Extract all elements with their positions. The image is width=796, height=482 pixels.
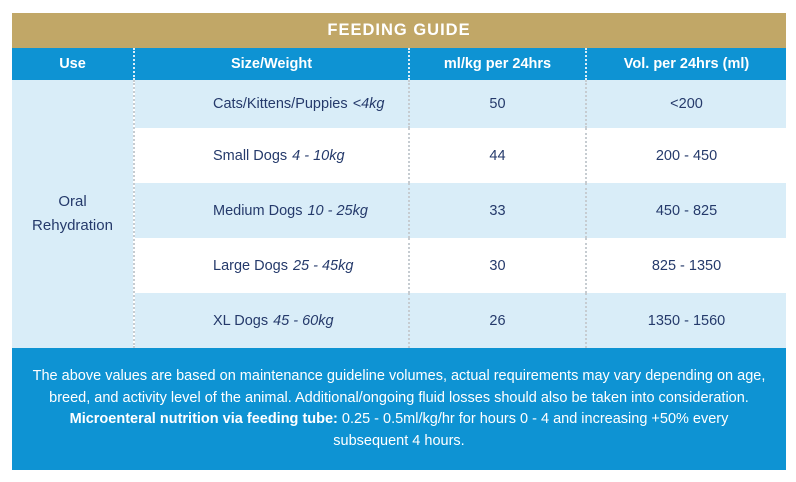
use-label-line1: Oral <box>58 193 87 210</box>
size-label: Large Dogs <box>213 257 288 274</box>
footer-line-3-rest: 0.25 - 0.5ml/kg/hr for hours 0 - 4 and i… <box>337 411 729 427</box>
title-bar: FEEDING GUIDE <box>12 13 786 48</box>
weight-range: 25 - 45kg <box>292 257 354 274</box>
size-label: XL Dogs <box>213 312 269 329</box>
vol-cell: 1350 - 1560 <box>585 293 786 348</box>
size-label: Medium Dogs <box>213 202 303 219</box>
table-row: Large Dogs 25 - 45kg 30 825 - 1350 <box>135 238 786 293</box>
size-cell: Medium Dogs 10 - 25kg <box>135 183 408 238</box>
size-cell: Large Dogs 25 - 45kg <box>135 238 408 293</box>
table-body: Oral Rehydration Cats/Kittens/Puppies <4… <box>12 80 786 348</box>
table-header-row: Use Size/Weight ml/kg per 24hrs Vol. per… <box>12 48 786 80</box>
weight-range: <4kg <box>352 96 385 112</box>
table-row: Small Dogs 4 - 10kg 44 200 - 450 <box>135 128 786 183</box>
footer-note: The above values are based on maintenanc… <box>12 348 786 470</box>
footer-line-4: subsequent 4 hours. <box>333 432 465 449</box>
use-column: Oral Rehydration <box>12 80 133 348</box>
size-cell: Small Dogs 4 - 10kg <box>135 128 408 183</box>
column-header-ml-per-kg: ml/kg per 24hrs <box>408 48 585 80</box>
size-label: Small Dogs <box>213 147 288 164</box>
size-cell: Cats/Kittens/Puppies <4kg <box>135 80 408 128</box>
footer-line-2: breed, and activity level of the animal.… <box>49 389 749 406</box>
ml-per-kg-cell: 44 <box>408 128 585 183</box>
vol-cell: 825 - 1350 <box>585 238 786 293</box>
weight-range: 4 - 10kg <box>292 147 345 164</box>
footer-line-3: Microenteral nutrition via feeding tube:… <box>70 409 729 431</box>
page-title: FEEDING GUIDE <box>327 21 471 39</box>
column-header-size-weight: Size/Weight <box>133 48 408 80</box>
weight-range: 45 - 60kg <box>273 312 334 329</box>
ml-per-kg-cell: 30 <box>408 238 585 293</box>
feeding-guide-card: FEEDING GUIDE Use Size/Weight ml/kg per … <box>12 13 786 470</box>
rows-column: Cats/Kittens/Puppies <4kg 50 <200 Small … <box>133 80 786 348</box>
vol-cell: 450 - 825 <box>585 183 786 238</box>
size-cell: XL Dogs 45 - 60kg <box>135 293 408 348</box>
column-header-vol: Vol. per 24hrs (ml) <box>585 48 786 80</box>
table-row: XL Dogs 45 - 60kg 26 1350 - 1560 <box>135 293 786 348</box>
size-label: Cats/Kittens/Puppies <box>213 96 348 112</box>
column-header-use: Use <box>59 56 86 72</box>
vol-cell: 200 - 450 <box>585 128 786 183</box>
ml-per-kg-cell: 26 <box>408 293 585 348</box>
table-row: Cats/Kittens/Puppies <4kg 50 <200 <box>135 80 786 128</box>
ml-per-kg-cell: 50 <box>408 80 585 128</box>
table-row: Medium Dogs 10 - 25kg 33 450 - 825 <box>135 183 786 238</box>
ml-per-kg-cell: 33 <box>408 183 585 238</box>
weight-range: 10 - 25kg <box>307 202 368 219</box>
footer-line-1: The above values are based on maintenanc… <box>32 368 766 384</box>
use-label-line2: Rehydration <box>32 217 113 234</box>
vol-cell: <200 <box>585 80 786 128</box>
footer-line-3-bold: Microenteral nutrition via feeding tube: <box>69 411 338 427</box>
